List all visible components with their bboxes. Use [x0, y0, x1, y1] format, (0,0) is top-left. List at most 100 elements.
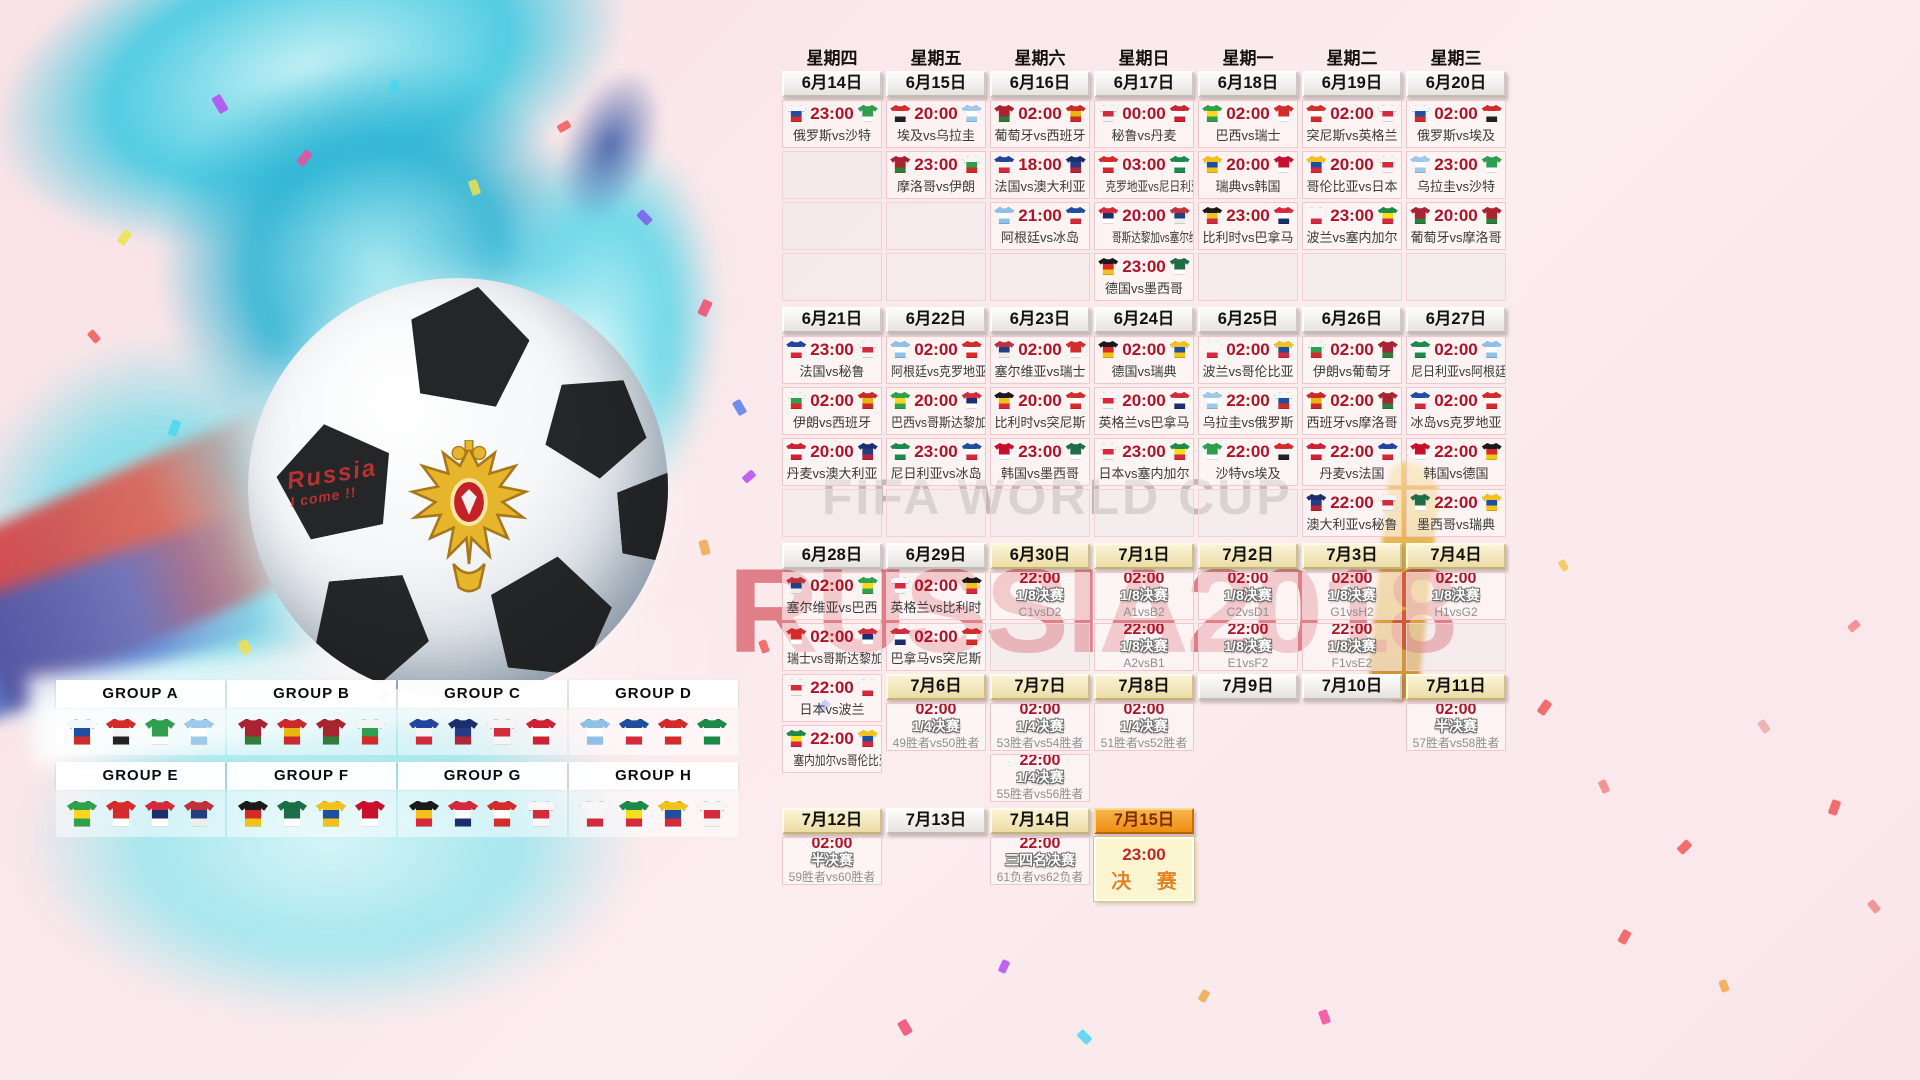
jersey-icon	[1202, 105, 1223, 122]
jersey-icon	[890, 341, 911, 358]
match-time: 03:00	[1122, 154, 1166, 174]
date-header: 6月26日	[1302, 307, 1402, 333]
jersey-icon	[786, 341, 807, 358]
match-teams: 韩国vs墨西哥	[1000, 465, 1079, 481]
date-header: 7月14日	[990, 808, 1090, 834]
calendar-column: 7月8日 02:00 1/4决赛 51胜者vs52胜者	[1094, 674, 1194, 751]
final-cell: 23:00 决 赛	[1093, 836, 1195, 902]
calendar-column: 7月7日 02:00 1/4决赛 53胜者vs54胜者 22:00 1/4决赛 55胜者vs…	[990, 674, 1090, 802]
group-teams	[56, 789, 225, 837]
match-time: 20:00	[914, 103, 958, 123]
jersey-icon	[145, 718, 175, 745]
jersey-icon	[961, 628, 982, 645]
match-time: 02:00	[1227, 572, 1269, 587]
match-time: 02:00	[1434, 103, 1478, 123]
jersey-icon	[1065, 207, 1086, 224]
jersey-icon	[994, 156, 1015, 173]
group-box: GROUP G	[398, 762, 567, 837]
weekday-label: 星期六	[1014, 49, 1066, 68]
match-time: 22:00	[1226, 441, 1270, 461]
matchup-label: 61负者vs62负者	[996, 870, 1084, 885]
confetti-piece	[211, 93, 229, 115]
jersey-icon	[994, 341, 1015, 358]
jersey-icon	[1098, 156, 1119, 173]
match-teams: 哥斯达黎加vs塞尔维亚	[1112, 229, 1193, 245]
match-teams: 葡萄牙vs西班牙	[994, 127, 1086, 143]
jersey-icon	[786, 679, 807, 696]
group-title: GROUP G	[398, 762, 567, 789]
group-box: GROUP D	[569, 680, 738, 755]
date-header: 6月23日	[990, 307, 1090, 333]
confetti-piece	[1557, 558, 1570, 573]
empty-cell	[1198, 253, 1298, 301]
group-teams	[569, 789, 738, 837]
matchup-label: C1vsD2	[1018, 605, 1062, 620]
match-time: 02:00	[810, 390, 854, 410]
date-header: 6月20日	[1406, 71, 1506, 97]
matchup-label: F1vsE2	[1331, 656, 1373, 671]
match-time: 22:00	[1434, 441, 1478, 461]
match-time: 23:00	[1122, 441, 1166, 461]
group-teams	[227, 707, 396, 755]
jersey-icon	[106, 718, 136, 745]
matchup-label: A1vsB2	[1123, 605, 1165, 620]
jersey-icon	[448, 718, 478, 745]
jersey-icon	[961, 392, 982, 409]
jersey-icon	[238, 718, 268, 745]
match-cell: 02:00 波兰vs哥伦比亚	[1198, 336, 1298, 384]
jersey-icon	[1169, 258, 1190, 275]
calendar-column: 6月19日 02:00 突尼斯vs英格兰 20:00 哥伦比亚vs日本 23:00 波兰vs…	[1302, 71, 1402, 301]
match-time: 02:00	[914, 626, 958, 646]
confetti-piece	[295, 148, 314, 168]
jersey-icon	[1410, 443, 1431, 460]
match-cell: 02:00 伊朗vs西班牙	[782, 387, 882, 435]
calendar-column: 7月2日 02:00 1/8决赛 C2vsD1 22:00 1/8决赛 E1vsF2	[1198, 543, 1298, 671]
group-title: GROUP A	[56, 680, 225, 707]
jersey-icon	[1202, 392, 1223, 409]
navy-splash	[506, 14, 714, 276]
jersey-icon	[238, 800, 268, 827]
match-cell: 20:00 哥斯达黎加vs塞尔维亚	[1094, 202, 1194, 250]
jersey-icon	[697, 800, 727, 827]
empty-cell	[1198, 489, 1298, 537]
empty-cell	[782, 489, 882, 537]
jersey-icon	[67, 800, 97, 827]
match-teams: 巴拿马vs突尼斯	[890, 650, 982, 666]
match-time: 23:00	[1330, 205, 1374, 225]
match-time: 20:00	[1122, 390, 1166, 410]
match-cell: 02:00 英格兰vs比利时	[886, 572, 986, 620]
match-time: 22:00	[810, 677, 854, 697]
stage-label: 1/8决赛	[1432, 586, 1480, 603]
jersey-icon	[1169, 156, 1190, 173]
date-header: 7月10日	[1302, 674, 1402, 700]
jersey-icon	[1306, 207, 1327, 224]
confetti-piece	[86, 328, 102, 345]
match-time: 22:00	[1330, 441, 1374, 461]
jersey-icon	[1481, 341, 1502, 358]
match-cell: 02:00 塞尔维亚vs瑞士	[990, 336, 1090, 384]
match-teams: 丹麦vs澳大利亚	[786, 465, 878, 481]
match-cell: 22:00 沙特vs埃及	[1198, 438, 1298, 486]
matchup-label: 49胜者vs50胜者	[892, 736, 980, 751]
knockout-cell: 22:00 1/8决赛 A2vsB1	[1094, 623, 1194, 671]
weekday-label: 星期日	[1118, 49, 1170, 68]
match-cell: 02:00 瑞士vs哥斯达黎加	[782, 623, 882, 671]
match-cell: 22:00 韩国vs德国	[1406, 438, 1506, 486]
calendar-band: 6月14日 23:00 俄罗斯vs沙特 6月15日 20:00 埃及vs乌拉圭 23:00 摩…	[782, 71, 1506, 301]
date-header: 6月30日	[990, 543, 1090, 569]
jersey-icon	[277, 800, 307, 827]
confetti-piece	[467, 178, 482, 197]
match-cell: 20:00 丹麦vs澳大利亚	[782, 438, 882, 486]
match-cell: 20:00 哥伦比亚vs日本	[1302, 151, 1402, 199]
match-time: 02:00	[1330, 390, 1374, 410]
calendar-column: 6月27日 02:00 尼日利亚vs阿根廷 02:00 冰岛vs克罗地亚 22:00 韩国v…	[1406, 307, 1506, 537]
jersey-icon	[184, 718, 214, 745]
calendar-column: 7月1日 02:00 1/8决赛 A1vsB2 22:00 1/8决赛 A2vsB1	[1094, 543, 1194, 671]
jersey-icon	[526, 800, 556, 827]
jersey-icon	[786, 443, 807, 460]
group-teams	[569, 707, 738, 755]
match-cell: 21:00 阿根廷vs冰岛	[990, 202, 1090, 250]
confetti-piece	[556, 119, 572, 134]
group-title: GROUP D	[569, 680, 738, 707]
